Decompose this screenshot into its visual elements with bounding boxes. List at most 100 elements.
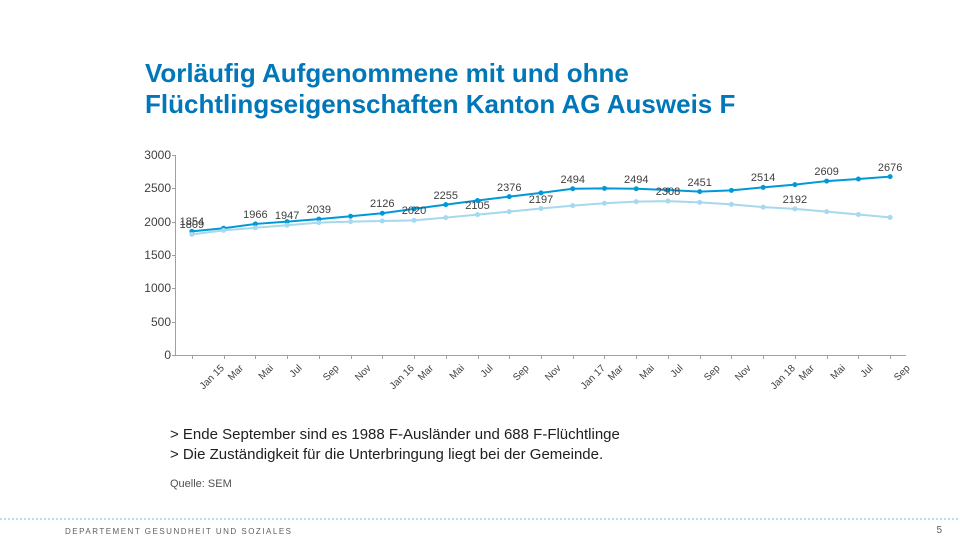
- series-marker-lower: [475, 212, 480, 217]
- slide: Vorläufig Aufgenommene mit und ohne Flüc…: [0, 0, 960, 540]
- series-marker-lower: [761, 205, 766, 210]
- x-tick-mark: [478, 355, 479, 359]
- x-tick-label: Sep: [511, 363, 531, 383]
- x-tick-label: Jan 17: [579, 363, 608, 392]
- x-tick-label: Mai: [448, 363, 467, 382]
- series-marker-upper: [380, 211, 385, 216]
- x-tick-mark: [763, 355, 764, 359]
- x-tick-label: Mar: [416, 363, 436, 383]
- series-marker-upper: [507, 194, 512, 199]
- data-label: 2494: [560, 174, 584, 186]
- x-tick-mark: [509, 355, 510, 359]
- series-marker-lower: [316, 220, 321, 225]
- series-marker-lower: [443, 215, 448, 220]
- series-marker-lower: [570, 203, 575, 208]
- x-tick-mark: [573, 355, 574, 359]
- x-tick-mark: [414, 355, 415, 359]
- series-marker-upper: [761, 185, 766, 190]
- x-tick-label: Sep: [892, 363, 912, 383]
- series-marker-lower: [634, 199, 639, 204]
- data-label: 2126: [370, 198, 394, 210]
- source-label: Quelle: SEM: [170, 478, 232, 490]
- x-tick-label: Mar: [226, 363, 246, 383]
- series-marker-upper: [824, 179, 829, 184]
- data-label: 2255: [434, 189, 458, 201]
- y-tick-label: 2000: [131, 215, 171, 229]
- x-tick-label: Jan 15: [198, 363, 227, 392]
- x-tick-label: Mar: [607, 363, 627, 383]
- series-marker-lower: [792, 206, 797, 211]
- x-tick-label: Nov: [734, 363, 754, 383]
- data-label: 2376: [497, 181, 521, 193]
- x-tick-label: Jul: [859, 363, 876, 380]
- data-label: 2039: [307, 204, 331, 216]
- series-marker-lower: [824, 209, 829, 214]
- x-tick-label: Jul: [669, 363, 686, 380]
- x-tick-label: Nov: [543, 363, 563, 383]
- note-line: > Die Zuständigkeit für die Unterbringun…: [170, 445, 620, 465]
- data-label: 2514: [751, 172, 775, 184]
- x-tick-mark: [446, 355, 447, 359]
- data-label: 2105: [465, 199, 489, 211]
- chart-lines: [176, 155, 906, 355]
- x-tick-label: Mai: [638, 363, 657, 382]
- series-marker-lower: [348, 219, 353, 224]
- page-number: 5: [936, 525, 942, 536]
- y-tick-mark: [172, 222, 176, 223]
- series-marker-upper: [634, 186, 639, 191]
- y-tick-label: 500: [131, 315, 171, 329]
- y-tick-mark: [172, 255, 176, 256]
- x-tick-label: Jul: [478, 363, 495, 380]
- series-marker-lower: [539, 206, 544, 211]
- series-marker-lower: [856, 212, 861, 217]
- series-marker-upper: [697, 189, 702, 194]
- x-tick-label: Nov: [353, 363, 373, 383]
- series-marker-lower: [412, 218, 417, 223]
- x-tick-mark: [287, 355, 288, 359]
- data-label: 2609: [814, 166, 838, 178]
- note-line: > Ende September sind es 1988 F-Auslände…: [170, 425, 620, 445]
- notes: > Ende September sind es 1988 F-Auslände…: [170, 425, 620, 466]
- series-marker-upper: [792, 182, 797, 187]
- y-tick-mark: [172, 155, 176, 156]
- data-label: 2494: [624, 174, 648, 186]
- footer-divider: [0, 518, 960, 520]
- series-marker-lower: [285, 223, 290, 228]
- series-marker-lower: [665, 199, 670, 204]
- x-tick-label: Jan 16: [388, 363, 417, 392]
- x-tick-mark: [668, 355, 669, 359]
- data-label: 1947: [275, 210, 299, 222]
- series-marker-upper: [729, 188, 734, 193]
- series-marker-lower: [221, 228, 226, 233]
- x-tick-mark: [636, 355, 637, 359]
- series-marker-upper: [570, 186, 575, 191]
- y-tick-mark: [172, 288, 176, 289]
- data-label: 1809: [180, 219, 204, 231]
- x-tick-label: Sep: [321, 363, 341, 383]
- series-marker-lower: [729, 202, 734, 207]
- y-tick-label: 0: [131, 348, 171, 362]
- x-tick-mark: [541, 355, 542, 359]
- series-marker-lower: [380, 219, 385, 224]
- series-marker-lower: [602, 201, 607, 206]
- y-tick-mark: [172, 355, 176, 356]
- x-tick-label: Mai: [828, 363, 847, 382]
- x-tick-mark: [192, 355, 193, 359]
- x-tick-mark: [731, 355, 732, 359]
- x-tick-label: Jan 18: [769, 363, 798, 392]
- series-marker-lower: [507, 209, 512, 214]
- y-tick-mark: [172, 188, 176, 189]
- series-marker-lower: [189, 232, 194, 237]
- series-marker-lower: [697, 200, 702, 205]
- x-tick-mark: [382, 355, 383, 359]
- x-tick-mark: [700, 355, 701, 359]
- series-marker-upper: [888, 174, 893, 179]
- y-tick-label: 3000: [131, 148, 171, 162]
- series-marker-upper: [348, 214, 353, 219]
- x-tick-mark: [858, 355, 859, 359]
- series-marker-lower: [888, 215, 893, 220]
- x-tick-mark: [604, 355, 605, 359]
- y-tick-mark: [172, 322, 176, 323]
- series-marker-upper: [602, 186, 607, 191]
- series-marker-upper: [443, 202, 448, 207]
